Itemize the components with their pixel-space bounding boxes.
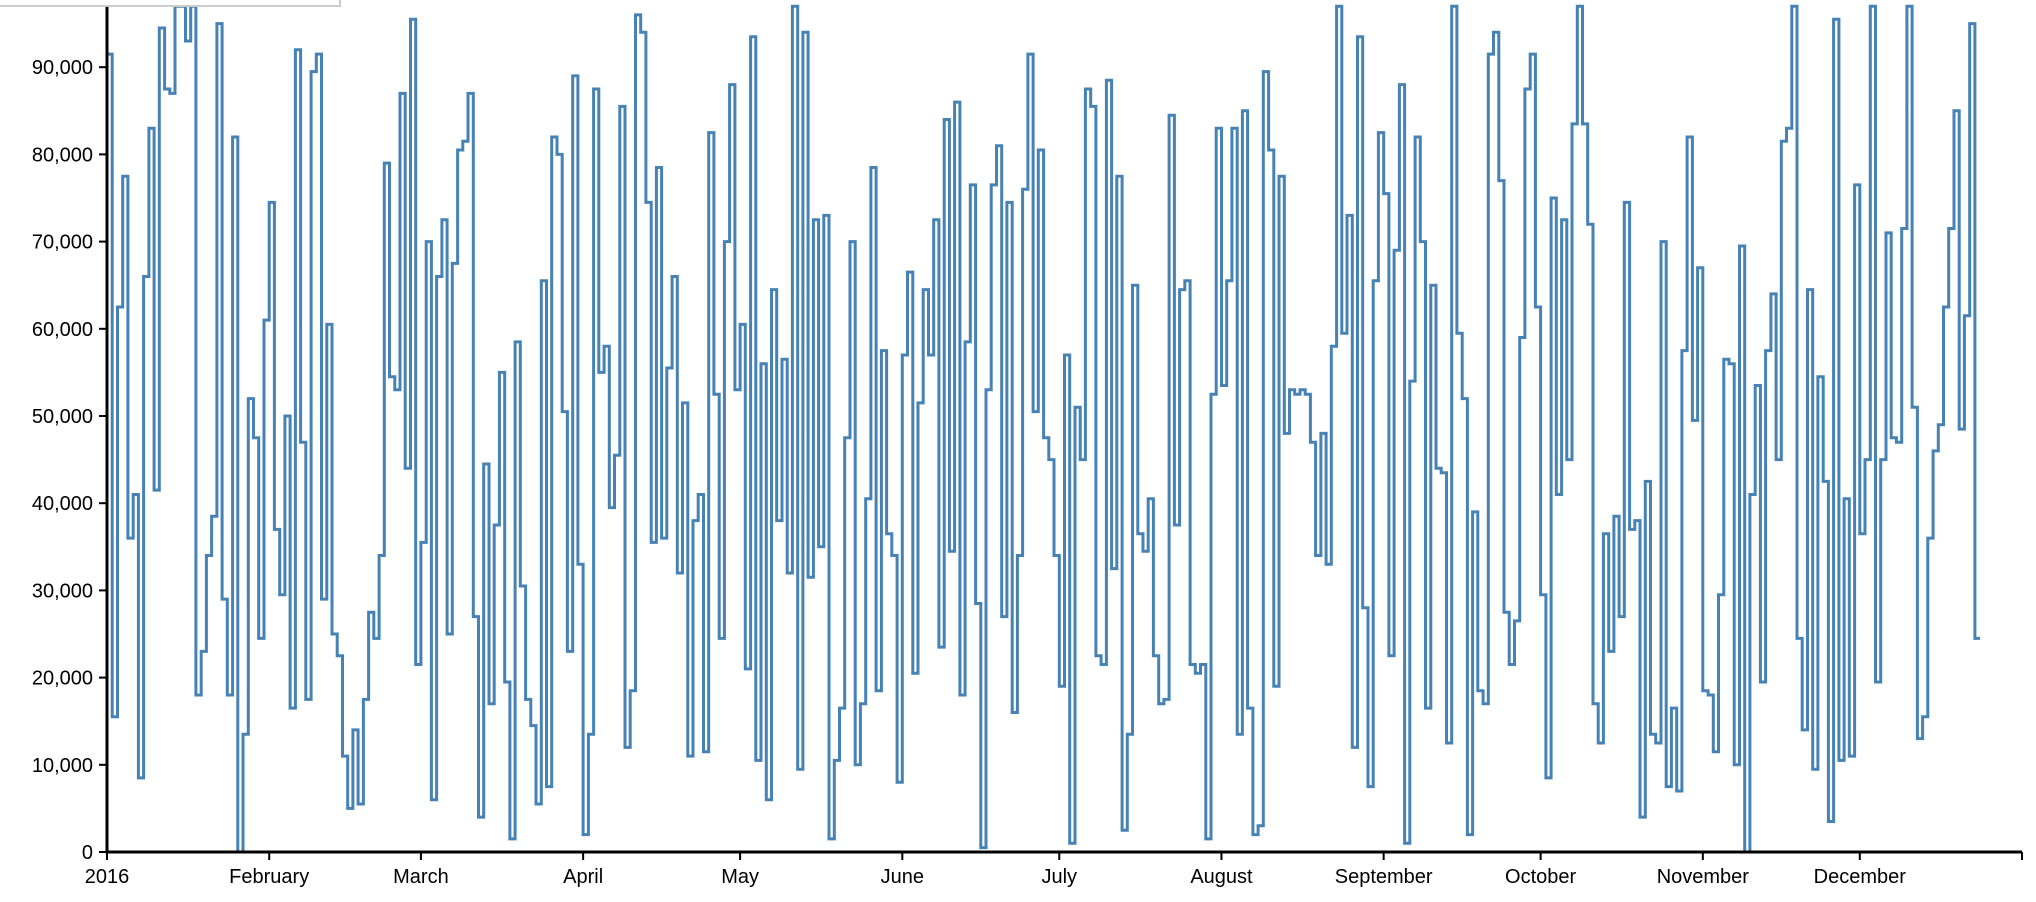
x-tick-label: July	[1041, 866, 1077, 888]
x-tick-label: April	[563, 866, 603, 888]
x-tick-label: February	[229, 866, 309, 888]
y-tick-label: 80,000	[32, 144, 93, 166]
x-tick-label: June	[881, 866, 924, 888]
x-tick-label: May	[721, 866, 759, 888]
y-tick-label: 50,000	[32, 406, 93, 428]
plot-area	[107, 4, 1981, 854]
x-tick-label: November	[1657, 866, 1750, 888]
y-tick-label: 40,000	[32, 493, 93, 515]
series-line-0	[107, 4, 1981, 854]
y-tick-label: 0	[82, 842, 93, 864]
x-axis: 2016 February March April May June July August S…	[85, 850, 2023, 888]
y-tick-label: 10,000	[32, 755, 93, 777]
x-tick-label: October	[1505, 866, 1576, 888]
x-tick-label: 2016	[85, 866, 130, 888]
y-tick-label: 90,000	[32, 57, 93, 79]
y-tick-label: 60,000	[32, 319, 93, 341]
x-tick-label: December	[1814, 866, 1907, 888]
tooltip-box	[0, 0, 341, 7]
y-tick-label: 30,000	[32, 580, 93, 602]
y-tick-label: 70,000	[32, 232, 93, 254]
x-tick-label: August	[1190, 866, 1253, 888]
x-tick-label: September	[1335, 866, 1433, 888]
y-axis: 0 10,000 20,000 30,000 40,000 50,000 60,000 70,…	[32, 0, 109, 864]
x-tick-label: March	[393, 866, 449, 888]
tooltip	[0, 0, 341, 7]
y-tick-label: 20,000	[32, 668, 93, 690]
